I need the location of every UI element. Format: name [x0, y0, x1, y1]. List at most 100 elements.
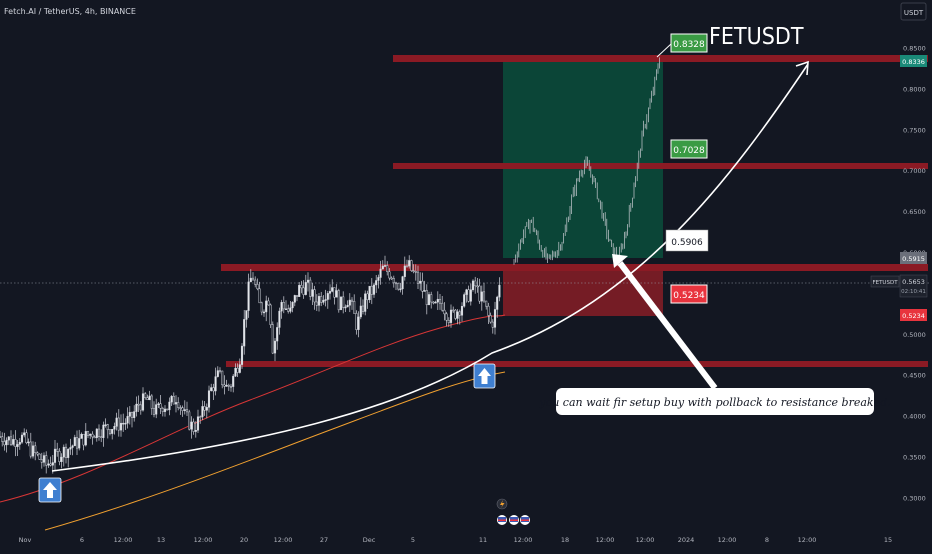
candle-body: [218, 370, 222, 372]
x-tick-label: 12:00: [636, 536, 655, 544]
candle-body: [93, 436, 96, 439]
y-tick-label: 0.8500: [903, 45, 926, 53]
candle-body: [144, 393, 147, 399]
x-tick-label: Nov: [19, 536, 32, 544]
candle-body: [309, 279, 312, 297]
candle-body: [425, 290, 428, 305]
stop-label-text: 0.5234: [673, 291, 705, 301]
candle-body: [111, 429, 114, 434]
time-axis[interactable]: Nov 6 12:00 13 12:00 20 12:00 27 Dec 5 11 12:00 18 12…: [19, 536, 892, 544]
candle-body: [342, 296, 345, 308]
candle-body: [117, 417, 120, 431]
candle-body: [210, 387, 213, 391]
candle-body: [372, 284, 376, 295]
candle-body: [157, 403, 160, 405]
trend-curve-line: [51, 63, 809, 472]
candle-body: [471, 280, 475, 291]
candle-body: [192, 421, 195, 432]
candle-body: [359, 305, 362, 318]
stop-label: 0.5234: [670, 284, 708, 304]
candle-body: [240, 345, 244, 365]
candle-body: [441, 302, 444, 311]
candle-body: [311, 289, 314, 297]
y-tick-label: 0.8000: [903, 85, 926, 93]
currency-button[interactable]: USDT: [900, 2, 927, 21]
x-tick-label: 20: [240, 536, 248, 544]
candle-body: [232, 375, 235, 387]
candle-body: [254, 279, 257, 285]
candle-body: [467, 289, 470, 302]
entry-price-tag: 0.5915: [902, 255, 925, 263]
candle-body: [73, 437, 76, 447]
candle-body: [146, 397, 149, 401]
x-tick-label: 27: [320, 536, 328, 544]
candle-body: [80, 433, 83, 439]
candle-body: [291, 302, 294, 309]
candle-body: [249, 277, 252, 283]
note-text: you can wait fir setup buy with pollback…: [538, 396, 890, 409]
candle-body: [377, 277, 380, 281]
candle-body: [227, 384, 230, 387]
y-tick-label: 0.5000: [903, 331, 926, 339]
ma-orange-line: [44, 371, 506, 531]
x-tick-label: 12:00: [596, 536, 615, 544]
candle-body: [163, 408, 167, 412]
candle-body: [185, 409, 189, 413]
candle-body: [443, 309, 446, 315]
candle-body: [289, 307, 292, 312]
event-markers[interactable]: [496, 498, 530, 525]
candle-body: [366, 293, 369, 301]
price-tags: 0.8336 0.5915 FETUSDT 0.5653 02:10:41 0.…: [870, 55, 928, 321]
x-tick-label: 12:00: [514, 536, 533, 544]
candle-body: [390, 277, 393, 280]
candle-body: [12, 439, 15, 445]
candle-body: [221, 370, 224, 386]
tp1-label-text: 0.7028: [673, 146, 705, 156]
y-tick-label: 0.4000: [903, 413, 926, 421]
candle-body: [469, 289, 472, 302]
candle-body: [225, 384, 228, 387]
tp2-label: 0.8328: [656, 33, 708, 58]
y-tick-label: 0.7500: [903, 126, 926, 134]
candle-body: [276, 327, 279, 342]
trend-curve: [51, 60, 809, 472]
candle-body: [243, 319, 246, 347]
up-arrow-icon: [473, 363, 496, 389]
candle-body: [331, 287, 334, 292]
current-price-tag: 0.5653: [902, 278, 925, 286]
candle-body: [47, 463, 50, 466]
candle-body: [108, 429, 112, 434]
candle-body: [150, 395, 153, 409]
candle-body: [313, 289, 316, 303]
tp2-label-text: 0.8328: [673, 40, 705, 50]
candle-body: [493, 309, 497, 328]
candle-body: [179, 407, 182, 409]
candle-body: [449, 309, 453, 323]
candle-body: [401, 276, 404, 290]
candle-body: [460, 305, 464, 316]
candle-body: [375, 280, 378, 286]
candle-body: [463, 294, 466, 307]
candle-body: [271, 324, 274, 354]
candle-body: [405, 265, 409, 268]
candle-body: [284, 308, 288, 311]
candle-body: [42, 455, 46, 463]
x-tick-label: 12:00: [718, 536, 737, 544]
candle-body: [119, 422, 123, 431]
candle-body: [317, 296, 321, 306]
candle-body: [298, 284, 301, 297]
candle-body: [40, 459, 43, 463]
candle-body: [324, 299, 327, 301]
candle-body: [273, 340, 277, 354]
countdown-tag: 02:10:41: [901, 289, 926, 295]
candle-body: [82, 433, 85, 446]
candle-body: [295, 295, 299, 297]
candle-body: [434, 301, 437, 304]
candle-body: [251, 277, 255, 281]
candle-body: [9, 436, 13, 445]
candle-body: [20, 434, 24, 443]
candle-body: [379, 268, 382, 278]
